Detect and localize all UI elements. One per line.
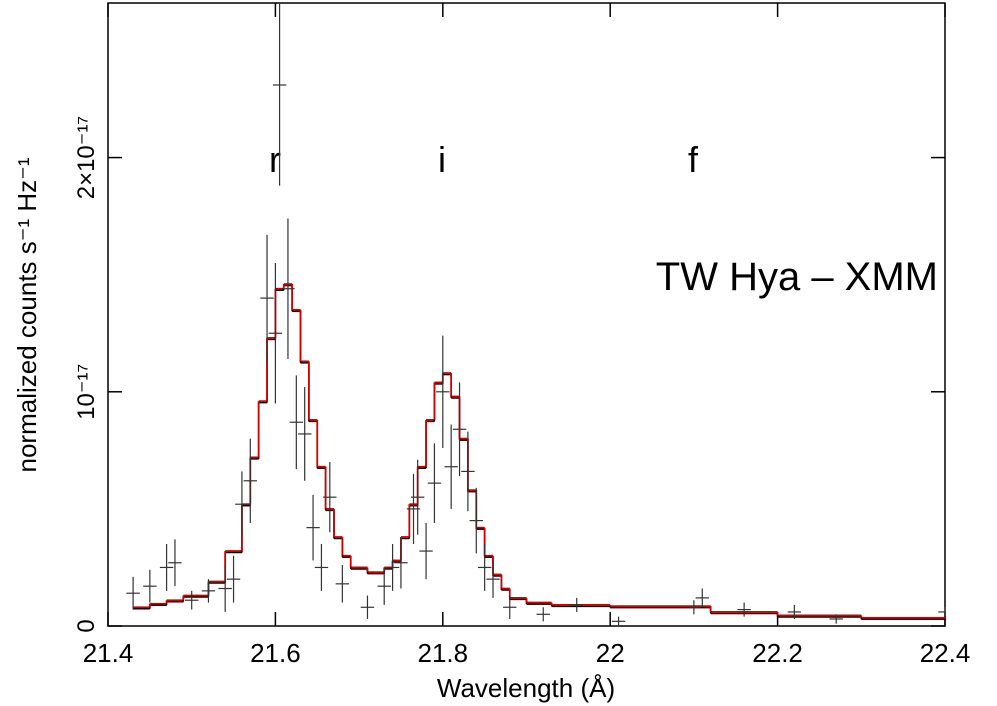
y-tick-label: 10⁻¹⁷ xyxy=(73,364,100,420)
x-tick-label: 22.4 xyxy=(920,638,971,668)
x-tick-label: 22 xyxy=(596,638,625,668)
y-tick-label: 2×10⁻¹⁷ xyxy=(73,116,100,199)
x-tick-label: 21.8 xyxy=(417,638,468,668)
plot-frame xyxy=(107,2,946,627)
annotation: f xyxy=(688,139,699,180)
x-axis-title: Wavelength (Å) xyxy=(437,673,615,703)
x-tick-label: 21.4 xyxy=(83,638,134,668)
y-tick-label: 0 xyxy=(73,619,100,632)
x-tick-label: 22.2 xyxy=(752,638,803,668)
x-tick-label: 21.6 xyxy=(250,638,301,668)
annotation: TW Hya – XMM xyxy=(656,255,938,299)
annotation: r xyxy=(269,139,281,180)
annotation: i xyxy=(438,139,446,180)
y-axis-title: normalized counts s⁻¹ Hz⁻¹ xyxy=(12,157,42,472)
